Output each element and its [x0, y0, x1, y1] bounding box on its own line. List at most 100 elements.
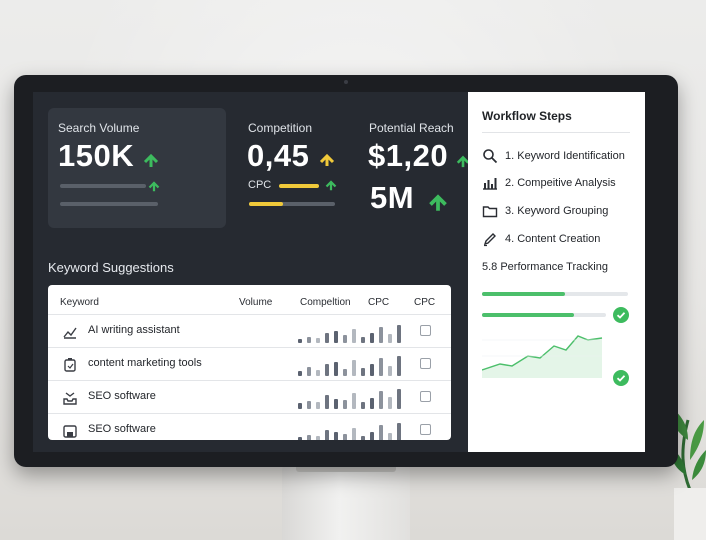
spark-bar [352, 393, 356, 409]
workflow-progress-fill-2 [482, 313, 574, 317]
spark-bar [397, 325, 401, 343]
check-complete-icon [613, 370, 629, 386]
monitor-stand [282, 464, 410, 540]
spark-bar [370, 432, 374, 440]
column-header-cpc-2[interactable]: CPC [414, 297, 436, 308]
search-volume-bar-1 [60, 184, 146, 188]
table-row[interactable]: content marketing tools [48, 347, 451, 380]
table-row[interactable]: AI writing assistant [48, 314, 451, 347]
search-icon [483, 149, 498, 164]
spark-bar [397, 356, 401, 376]
spark-bar [388, 433, 392, 440]
spark-bar [361, 368, 365, 376]
column-header-volume[interactable]: Volume [239, 297, 273, 308]
spark-bar [334, 399, 338, 409]
spark-bar [343, 335, 347, 343]
competition-sparkbars [298, 325, 401, 343]
cpc-progress-fill [249, 202, 284, 206]
workflow-progress-track-1 [482, 292, 628, 296]
spark-bar [325, 430, 329, 440]
potential-reach-label: Potential Reach [369, 121, 454, 135]
workflow-progress-track-2 [482, 313, 606, 317]
spark-bar [316, 338, 320, 343]
spark-bar [343, 369, 347, 376]
spark-bar [307, 337, 311, 343]
search-volume-value: 150K [58, 138, 135, 173]
keyword-cell: content marketing tools [88, 357, 202, 369]
workflow-step-label: 2. Compeitive Analysis [505, 177, 616, 189]
performance-area-chart [482, 335, 603, 378]
spark-bar [298, 371, 302, 376]
spark-bar [379, 358, 383, 376]
spark-bar [334, 362, 338, 376]
folder-icon [482, 206, 498, 218]
spark-bar [334, 432, 338, 440]
competition-value: 0,45 [247, 138, 310, 173]
workflow-step-2[interactable]: 2. Compeitive Analysis [482, 174, 642, 192]
spark-bar [388, 366, 392, 376]
spark-bar [298, 437, 302, 440]
spark-bar [316, 402, 320, 409]
pencil-icon [483, 233, 496, 247]
workflow-step-label: 4. Content Creation [505, 233, 601, 245]
competition-label: Competition [248, 121, 313, 135]
competition-sparkbars [298, 389, 401, 409]
table-row[interactable]: SEO software [48, 380, 451, 413]
keyword-cell: AI writing assistant [88, 324, 180, 336]
cpc-bar [279, 184, 319, 188]
workflow-step-3[interactable]: 3. Keyword Grouping [482, 202, 642, 220]
spark-bar [325, 364, 329, 376]
workflow-step-4[interactable]: 4. Content Creation [482, 230, 642, 248]
workflow-step-1[interactable]: 1. Keyword Identification [482, 147, 642, 165]
keyword-cell: SEO software [88, 390, 156, 402]
bar-chart-icon [483, 178, 497, 190]
divider [482, 132, 630, 133]
row-checkbox[interactable] [420, 325, 431, 336]
row-checkbox[interactable] [420, 358, 431, 369]
competition-sparkbars [298, 423, 401, 440]
table-row[interactable]: SEO software [48, 413, 451, 440]
column-header-keyword[interactable]: Keyword [60, 297, 99, 308]
spark-bar [352, 329, 356, 343]
trend-up-icon [143, 153, 159, 167]
potential-reach-value-line1: $1,20 [368, 138, 449, 173]
trend-up-icon [319, 153, 335, 166]
keyword-table: Keyword Volume Compeltion CPC CPC AI wri… [48, 285, 451, 440]
monitor-stand-neck [296, 462, 396, 472]
spark-bar [370, 333, 374, 343]
chart-line-icon [63, 327, 77, 339]
spark-bar [388, 397, 392, 409]
trend-up-icon [325, 180, 337, 191]
workflow-panel: Workflow Steps 1. Keyword Identification… [468, 92, 645, 452]
spark-bar [397, 389, 401, 409]
column-header-competition[interactable]: Compeltion [300, 297, 351, 308]
spark-bar [370, 364, 374, 376]
spark-bar [307, 367, 311, 376]
search-volume-label: Search Volume [58, 121, 140, 135]
trend-up-icon [456, 155, 470, 168]
spark-bar [325, 395, 329, 409]
save-disk-icon [63, 425, 77, 438]
webcam-dot [344, 80, 348, 84]
spark-bar [361, 402, 365, 409]
spark-bar [316, 370, 320, 376]
spark-bar [352, 360, 356, 376]
keyword-cell: SEO software [88, 423, 156, 435]
keyword-suggestions-title: Keyword Suggestions [48, 260, 174, 275]
spark-bar [343, 400, 347, 409]
search-volume-card[interactable]: Search Volume 150K [48, 108, 226, 228]
spark-bar [343, 434, 347, 440]
spark-bar [361, 436, 365, 440]
dashboard-screen: Search Volume 150K Competition 0,45 CPC … [33, 92, 645, 452]
column-header-cpc[interactable]: CPC [368, 297, 390, 308]
spark-bar [307, 401, 311, 409]
workflow-step-label: 1. Keyword Identification [505, 150, 625, 162]
workflow-progress-fill-1 [482, 292, 566, 296]
row-checkbox[interactable] [420, 391, 431, 402]
spark-bar [352, 428, 356, 440]
spark-bar [316, 436, 320, 440]
spark-bar [307, 435, 311, 440]
workflow-step-5[interactable]: 5.8 Performance Tracking [482, 258, 642, 276]
row-checkbox[interactable] [420, 424, 431, 435]
check-complete-icon [613, 307, 629, 323]
